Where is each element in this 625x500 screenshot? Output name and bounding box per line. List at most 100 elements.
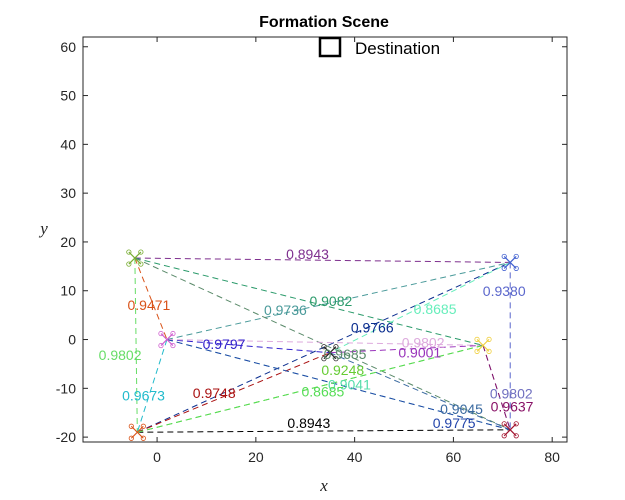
x-tick-label: 80	[544, 449, 560, 465]
edge-weight-label: 0.9685	[324, 346, 367, 362]
agent-arm	[476, 338, 490, 352]
y-axis-label: y	[38, 219, 48, 238]
legend-square-icon	[318, 36, 342, 58]
formation-edge	[329, 261, 511, 354]
agent-rotor	[513, 265, 519, 272]
agent-node	[321, 344, 339, 362]
agent-rotor	[140, 435, 146, 441]
y-tick-label: 10	[60, 283, 76, 299]
agent-rotor	[170, 342, 176, 349]
agent-arm	[128, 251, 142, 265]
x-tick-label: 0	[153, 449, 161, 465]
agent-rotor	[138, 249, 144, 255]
edge-weight-label: 0.9673	[122, 388, 165, 404]
edge-weight-label: 0.9471	[127, 297, 170, 313]
edge-weight-label: 0.9041	[328, 376, 371, 392]
agent-rotor	[126, 249, 132, 255]
agent-arm	[160, 333, 174, 346]
agent-rotor	[513, 433, 519, 439]
formation-edge	[166, 339, 330, 354]
agent-rotor	[138, 261, 144, 267]
agent-node	[158, 330, 176, 349]
nodes-layer	[126, 249, 519, 441]
y-tick-label: 20	[60, 234, 76, 250]
y-tick-label: 30	[60, 185, 76, 201]
formation-edge	[136, 339, 168, 433]
agent-rotor	[486, 336, 492, 342]
agent-node	[501, 253, 519, 272]
agent-rotor	[126, 261, 132, 267]
legend: Destination	[318, 36, 440, 58]
edge-weight-label: 0.9736	[264, 302, 307, 318]
formation-edge	[166, 339, 484, 346]
y-tick-label: 50	[60, 88, 76, 104]
plot-area	[82, 36, 568, 443]
formation-edge	[134, 257, 511, 263]
y-tick-label: 40	[60, 136, 76, 152]
edge-weight-label: 0.9802	[490, 385, 533, 401]
agent-arm	[130, 425, 144, 439]
agent-rotor	[128, 423, 134, 429]
edge-weight-label: 0.9802	[99, 347, 142, 363]
formation-edge	[329, 344, 484, 354]
agent-node	[501, 421, 519, 439]
x-tick-label: 40	[347, 449, 363, 465]
formation-edge	[166, 261, 511, 341]
agent-rotor	[501, 253, 507, 260]
x-axis-label: x	[319, 476, 328, 495]
agent-rotor	[158, 342, 164, 349]
agent-rotor	[474, 348, 480, 354]
agent-node	[474, 336, 492, 354]
agent-rotor	[321, 356, 327, 362]
agent-arm	[503, 423, 517, 437]
edge-weight-label: 0.9082	[309, 293, 352, 309]
edge-labels-layer: 0.8943 0.8943 0.9471 0.9802 0.9673 0.9736 0.97…	[99, 246, 534, 431]
x-tick-label: 60	[446, 449, 462, 465]
agent-rotor	[333, 344, 339, 350]
agent-rotor	[501, 265, 507, 272]
agent-rotor	[486, 348, 492, 354]
edge-weight-label: 0.8943	[286, 246, 329, 262]
formation-edge	[482, 345, 511, 430]
y-tick-label: 60	[60, 39, 76, 55]
edge-weight-label: 0.9802	[402, 335, 445, 351]
edge-weight-label: 0.9748	[193, 385, 236, 401]
edge-weight-label: 0.8685	[302, 384, 345, 400]
y-tick-label: -20	[56, 429, 76, 445]
agent-rotor	[321, 344, 327, 350]
edge-weight-label: 0.8685	[414, 301, 457, 317]
edge-weight-label: 0.9775	[433, 415, 476, 431]
edge-weight-label: 0.9380	[483, 283, 526, 299]
x-tick-label: 20	[248, 449, 264, 465]
agent-node	[128, 423, 146, 441]
agent-rotor	[170, 330, 176, 337]
edge-weight-label: 0.8943	[287, 415, 330, 431]
agent-rotor	[474, 336, 480, 342]
formation-edge	[134, 257, 511, 431]
agent-rotor	[128, 435, 134, 441]
formation-edge	[137, 352, 331, 433]
formation-edge	[329, 352, 511, 431]
agent-node	[126, 249, 144, 267]
edge-weight-label: 0.9637	[491, 398, 534, 414]
y-tick-label: -10	[56, 380, 76, 396]
formation-edge	[137, 429, 511, 433]
agent-rotor	[513, 421, 519, 427]
agent-rotor	[140, 423, 146, 429]
edge-weight-label: 0.9797	[203, 336, 246, 352]
formation-edge	[134, 257, 168, 340]
agent-arm	[323, 346, 337, 360]
legend-label-destination: Destination	[355, 39, 440, 58]
edge-weight-label: 0.9766	[351, 319, 394, 335]
agent-rotor	[501, 421, 507, 427]
agent-rotor	[158, 330, 164, 337]
formation-edge	[166, 339, 511, 431]
chart-title: Formation Scene	[259, 14, 389, 31]
edge-weight-label: 0.9001	[398, 344, 441, 360]
agent-arm	[503, 256, 517, 269]
y-tick-label: 0	[68, 332, 76, 348]
x-axis: 0 20 40 60 80	[153, 37, 560, 465]
agent-rotor	[513, 253, 519, 260]
formation-edge	[134, 258, 138, 433]
